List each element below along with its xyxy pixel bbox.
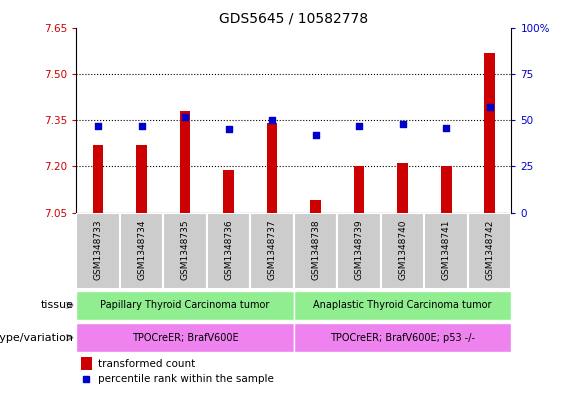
Bar	[310, 200, 321, 213]
Bar	[223, 169, 234, 213]
Text: GSM1348741: GSM1348741	[442, 219, 450, 280]
Text: GSM1348742: GSM1348742	[485, 219, 494, 279]
Bar	[93, 145, 103, 213]
Text: tissue: tissue	[41, 300, 73, 310]
Point	[355, 123, 364, 129]
Text: Anaplastic Thyroid Carcinoma tumor: Anaplastic Thyroid Carcinoma tumor	[314, 300, 492, 310]
Bar	[76, 213, 120, 289]
Text: percentile rank within the sample: percentile rank within the sample	[98, 374, 274, 384]
Bar	[397, 163, 408, 213]
Bar	[180, 111, 190, 213]
Bar	[76, 291, 294, 320]
Bar	[207, 213, 250, 289]
Point	[442, 125, 451, 131]
Bar	[250, 213, 294, 289]
Bar	[76, 323, 294, 352]
Text: transformed count: transformed count	[98, 358, 195, 369]
Title: GDS5645 / 10582778: GDS5645 / 10582778	[219, 11, 368, 25]
Text: GSM1348738: GSM1348738	[311, 219, 320, 280]
Text: Papillary Thyroid Carcinoma tumor: Papillary Thyroid Carcinoma tumor	[101, 300, 270, 310]
Bar	[81, 357, 92, 369]
Bar	[354, 167, 364, 213]
Bar	[424, 213, 468, 289]
Bar	[441, 167, 451, 213]
Text: GSM1348736: GSM1348736	[224, 219, 233, 280]
Bar	[120, 213, 163, 289]
Bar	[294, 323, 511, 352]
Text: TPOCreER; BrafV600E: TPOCreER; BrafV600E	[132, 332, 238, 343]
Point	[137, 123, 146, 129]
Bar	[163, 213, 207, 289]
Point	[485, 104, 494, 110]
Bar	[468, 213, 511, 289]
Text: GSM1348734: GSM1348734	[137, 219, 146, 280]
Text: GSM1348740: GSM1348740	[398, 219, 407, 280]
Bar	[267, 123, 277, 213]
Bar	[337, 213, 381, 289]
Point	[180, 114, 189, 120]
Point	[268, 117, 277, 123]
Bar	[136, 145, 147, 213]
Point	[398, 121, 407, 127]
Text: GSM1348735: GSM1348735	[181, 219, 189, 280]
Text: GSM1348737: GSM1348737	[268, 219, 276, 280]
Bar	[381, 213, 424, 289]
Text: genotype/variation: genotype/variation	[0, 332, 73, 343]
Text: GSM1348739: GSM1348739	[355, 219, 363, 280]
Point	[224, 126, 233, 132]
Text: GSM1348733: GSM1348733	[94, 219, 102, 280]
Bar	[294, 213, 337, 289]
Point	[94, 123, 103, 129]
Text: TPOCreER; BrafV600E; p53 -/-: TPOCreER; BrafV600E; p53 -/-	[330, 332, 475, 343]
Bar	[294, 291, 511, 320]
Bar	[484, 53, 495, 213]
Point	[311, 132, 320, 138]
